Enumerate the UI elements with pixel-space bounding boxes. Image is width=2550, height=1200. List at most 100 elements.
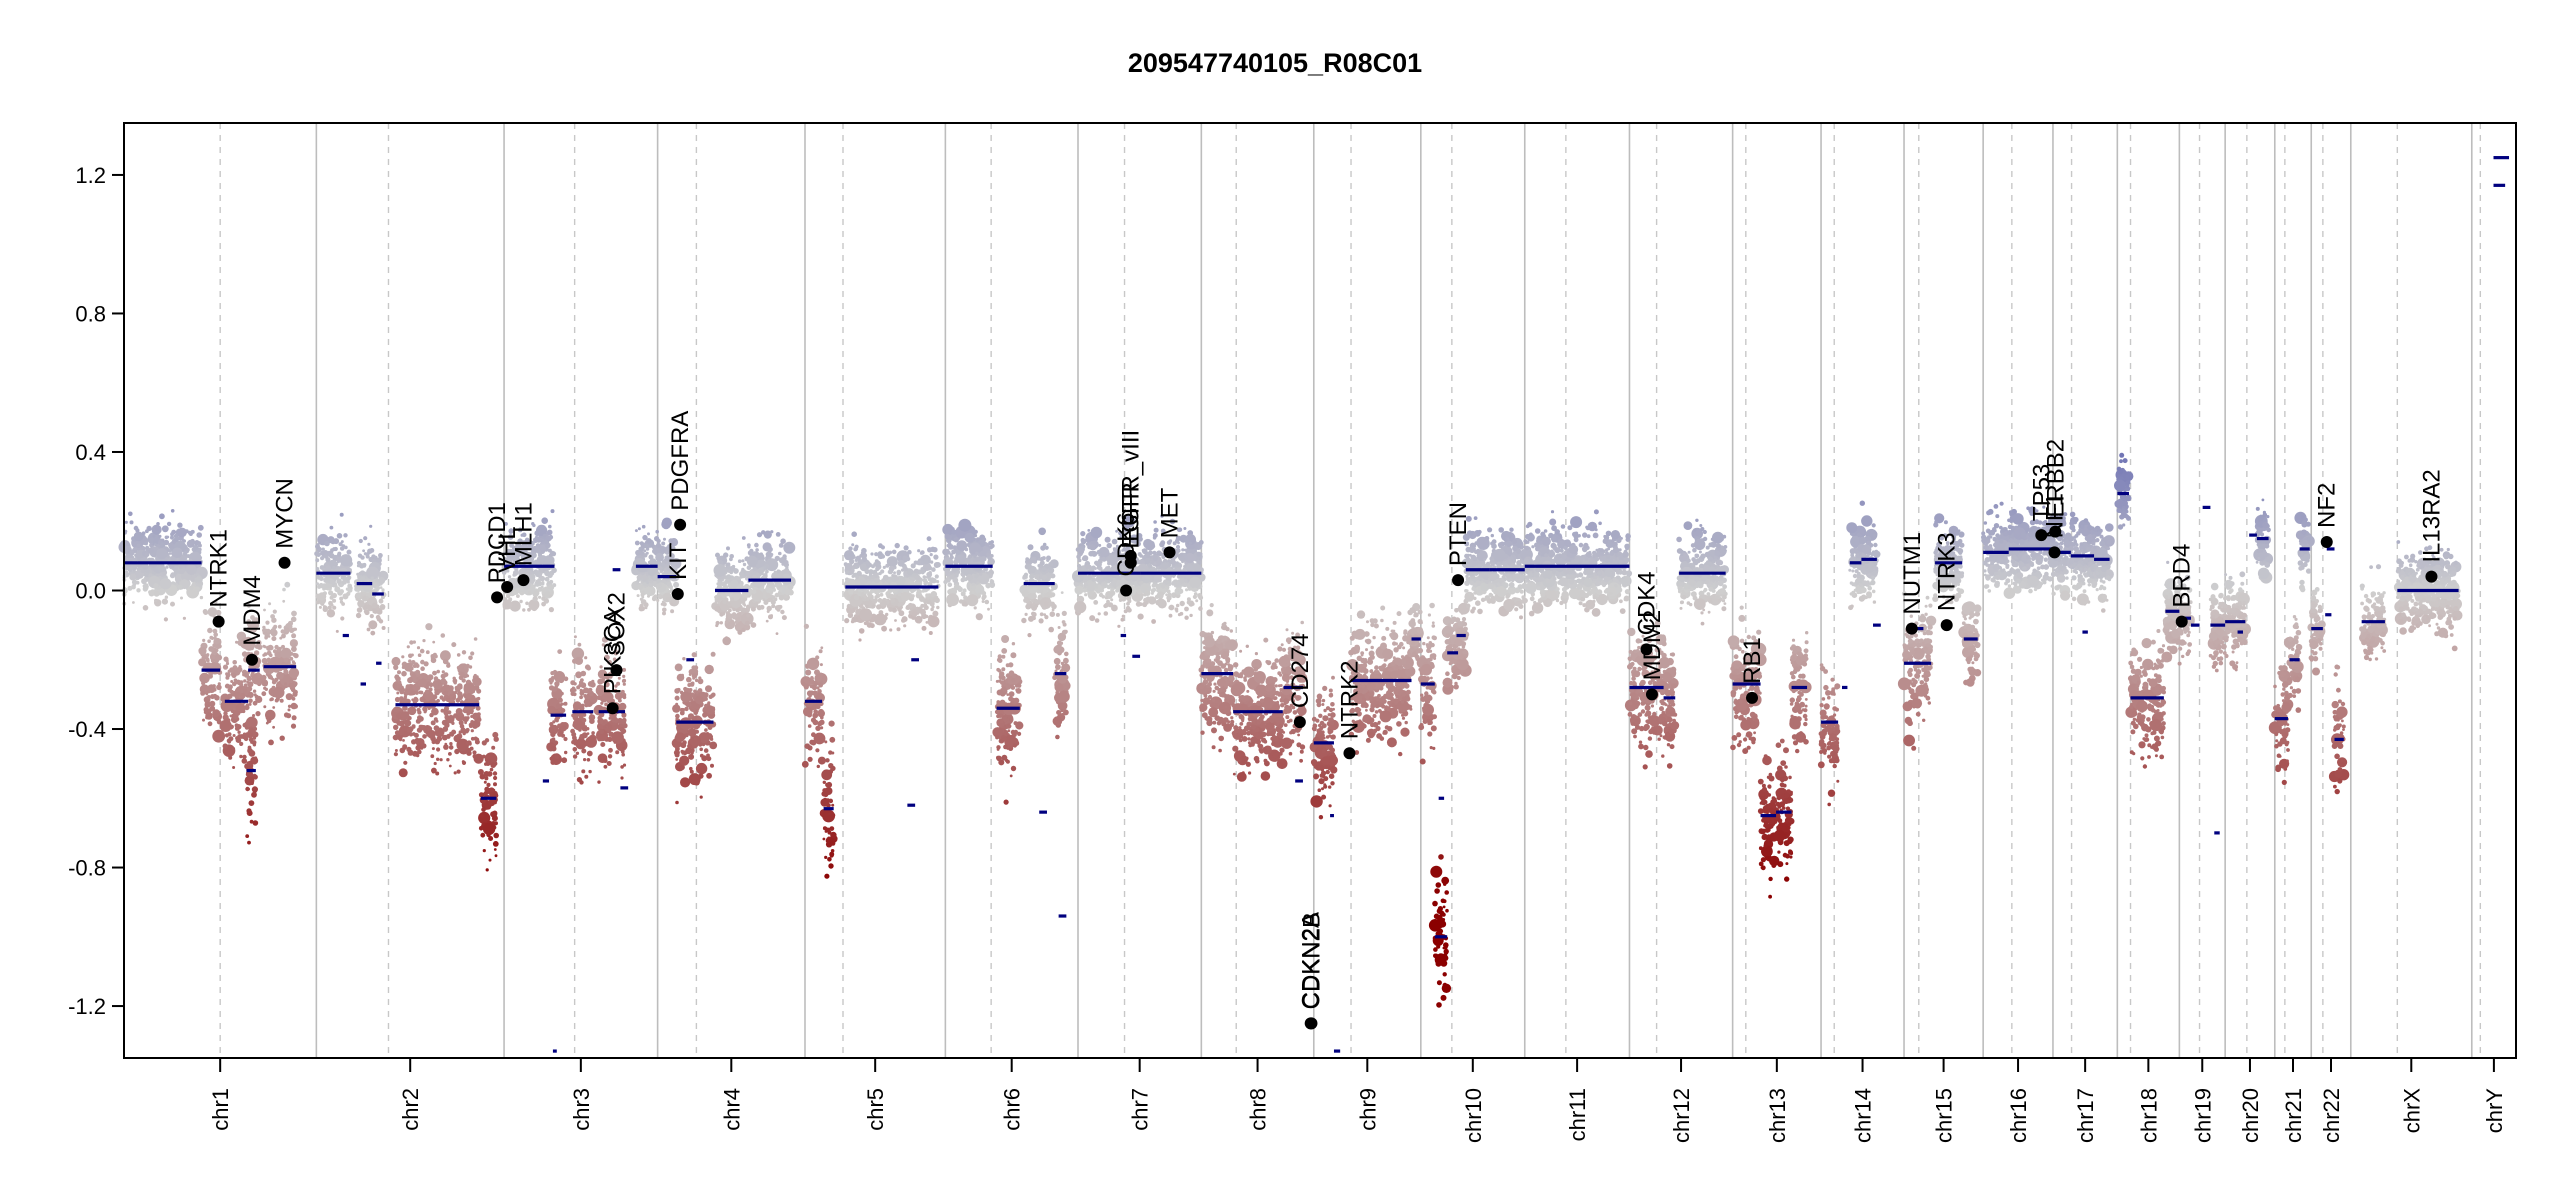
probe-point: [1039, 618, 1044, 623]
probe-point: [1061, 591, 1064, 594]
probe-point: [687, 703, 692, 708]
probe-point: [585, 736, 597, 748]
probe-point: [675, 758, 678, 761]
probe-point: [249, 703, 252, 706]
probe-point: [977, 577, 981, 581]
probe-point: [946, 593, 959, 606]
probe-point: [207, 639, 211, 643]
probe-point: [239, 742, 243, 746]
probe-point: [399, 768, 408, 777]
probe-point: [849, 553, 853, 557]
probe-point: [1169, 614, 1173, 618]
probe-point: [874, 598, 878, 602]
probe-point: [372, 603, 378, 609]
probe-point: [714, 606, 720, 612]
probe-point: [691, 682, 695, 686]
probe-point: [342, 580, 347, 585]
probe-point: [927, 601, 931, 605]
probe-point: [943, 580, 947, 584]
probe-point: [291, 703, 298, 710]
probe-point: [696, 763, 707, 774]
probe-point: [587, 751, 593, 757]
probe-point: [1089, 567, 1094, 572]
probe-point: [670, 603, 673, 606]
probe-point: [693, 690, 697, 694]
probe-point: [141, 578, 147, 584]
probe-point: [829, 826, 834, 831]
probe-point: [332, 566, 336, 570]
probe-point: [810, 676, 813, 679]
probe-point: [136, 588, 140, 592]
probe-point: [129, 550, 134, 555]
probe-point: [232, 704, 236, 708]
probe-point: [330, 526, 334, 530]
probe-point: [880, 593, 884, 597]
probe-point: [621, 731, 624, 734]
probe-point: [736, 609, 740, 613]
probe-point: [1003, 745, 1008, 750]
probe-point: [420, 691, 424, 695]
probe-point: [636, 582, 639, 585]
probe-point: [702, 757, 706, 761]
probe-point: [420, 725, 424, 729]
probe-point: [675, 664, 683, 672]
probe-point: [587, 732, 590, 735]
probe-point: [552, 737, 555, 740]
probe-point: [286, 713, 291, 718]
probe-point: [819, 720, 824, 725]
probe-point: [1084, 593, 1087, 596]
probe-point: [288, 708, 291, 711]
probe-point: [490, 768, 494, 772]
probe-point: [945, 571, 949, 575]
probe-point: [557, 649, 562, 654]
probe-point: [586, 727, 589, 730]
probe-point: [805, 680, 809, 684]
probe-point: [758, 568, 764, 574]
probe-point: [145, 553, 149, 557]
probe-point: [579, 780, 583, 784]
probe-point: [1012, 642, 1015, 645]
probe-point: [903, 566, 908, 571]
probe-point: [1050, 611, 1056, 617]
probe-point: [339, 542, 343, 546]
probe-point: [858, 638, 861, 641]
probe-point: [378, 553, 383, 558]
probe-point: [663, 538, 666, 541]
probe-point: [923, 575, 927, 579]
probe-point: [586, 666, 591, 671]
probe-point: [177, 523, 182, 528]
probe-point: [876, 589, 881, 594]
probe-point: [1013, 743, 1017, 747]
probe-point: [995, 735, 999, 739]
probe-point: [196, 577, 202, 583]
probe-point: [1077, 577, 1080, 580]
probe-point: [990, 580, 993, 583]
probe-point: [448, 752, 452, 756]
probe-point: [202, 655, 206, 659]
probe-point: [478, 769, 484, 775]
probe-point: [969, 542, 981, 554]
probe-point: [1084, 575, 1089, 580]
probe-point: [223, 665, 228, 670]
probe-point: [765, 587, 768, 590]
probe-point: [863, 595, 866, 598]
probe-point: [206, 658, 210, 662]
probe-point: [464, 717, 469, 722]
probe-point: [469, 724, 473, 728]
probe-point: [572, 659, 577, 664]
probe-point: [239, 734, 244, 739]
probe-point: [392, 657, 401, 666]
probe-point: [328, 606, 332, 610]
probe-point: [639, 606, 645, 612]
probe-point: [697, 716, 701, 720]
probe-point: [999, 739, 1003, 743]
probe-point: [656, 539, 660, 543]
probe-point: [486, 783, 490, 787]
probe-point: [420, 649, 425, 654]
probe-point: [200, 691, 205, 696]
probe-point: [867, 581, 871, 585]
probe-point: [986, 553, 990, 557]
probe-point: [282, 588, 286, 592]
probe-point: [161, 567, 166, 572]
probe-point: [263, 682, 268, 687]
